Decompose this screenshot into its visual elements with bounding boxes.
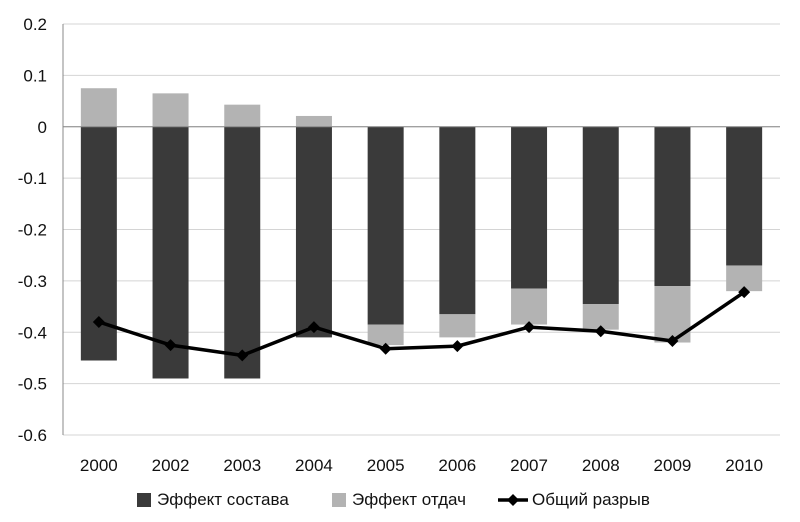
bar-composition-2002: [152, 126, 189, 379]
total-gap-point-2002: [164, 339, 177, 352]
bar-returns-2004: [295, 115, 332, 127]
y-tick-label: 0.2: [23, 15, 47, 34]
total-gap-point-2009: [666, 334, 679, 347]
bar-composition-2007: [511, 126, 548, 289]
total-gap-point-2006: [451, 340, 464, 353]
bar-returns-2003: [224, 104, 261, 127]
total-gap-point-2003: [236, 349, 249, 362]
x-tick-label: 2005: [367, 456, 405, 475]
total-gap-point-2005: [379, 342, 392, 355]
y-tick-label: 0: [38, 118, 47, 137]
legend-label: Эффект состава: [157, 490, 289, 509]
y-tick-label: -0.3: [18, 272, 47, 291]
bar-composition-2009: [654, 126, 691, 287]
bar-composition-2005: [367, 126, 404, 325]
x-tick-label: 2007: [510, 456, 548, 475]
tick-labels: 0.2 0.1 0 -0.1 -0.2 -0.3 -0.4 -0.5 -0.6 2000 2002 2…: [18, 15, 763, 475]
legend: Эффект состава Эффект отдач Общий разрыв: [137, 490, 650, 509]
legend-swatch: [137, 493, 151, 507]
bar-returns-2007: [511, 288, 548, 325]
y-tick-label: -0.2: [18, 221, 47, 240]
legend-swatch: [332, 493, 346, 507]
x-tick-label: 2008: [582, 456, 620, 475]
bar-returns-2002: [152, 93, 189, 127]
total-gap-point-2004: [307, 321, 320, 334]
y-tick-label: -0.6: [18, 426, 47, 445]
y-tick-label: -0.4: [18, 323, 47, 342]
total-gap-point-2000: [92, 315, 105, 328]
x-tick-label: 2000: [80, 456, 118, 475]
total-gap-point-2007: [523, 321, 536, 334]
total-gap-point-2010: [738, 286, 751, 299]
bar-returns-2000: [80, 88, 117, 127]
y-tick-label: -0.1: [18, 169, 47, 188]
bar-composition-2008: [582, 126, 619, 304]
bar-composition-2003: [224, 126, 261, 379]
total-gap-point-2008: [594, 325, 607, 338]
x-tick-label: 2004: [295, 456, 333, 475]
legend-label: Общий разрыв: [532, 490, 650, 509]
x-tick-label: 2010: [725, 456, 763, 475]
bar-returns-2005: [367, 324, 404, 346]
total-gap-line-path: [98, 290, 746, 358]
y-tick-label: 0.1: [23, 66, 47, 85]
x-tick-label: 2003: [223, 456, 261, 475]
bar-composition-2010: [726, 126, 763, 266]
bars: [80, 88, 763, 379]
bar-composition-2006: [439, 126, 476, 315]
legend-diamond-marker: [507, 494, 519, 506]
x-tick-label: 2002: [152, 456, 190, 475]
bar-composition-2004: [295, 126, 332, 338]
total-gap-line: [92, 286, 751, 362]
x-tick-label: 2006: [438, 456, 476, 475]
axes: [62, 24, 780, 435]
x-tick-label: 2009: [654, 456, 692, 475]
legend-label: Эффект отдач: [352, 490, 466, 509]
y-tick-label: -0.5: [18, 375, 47, 394]
bar-returns-2006: [439, 314, 476, 338]
